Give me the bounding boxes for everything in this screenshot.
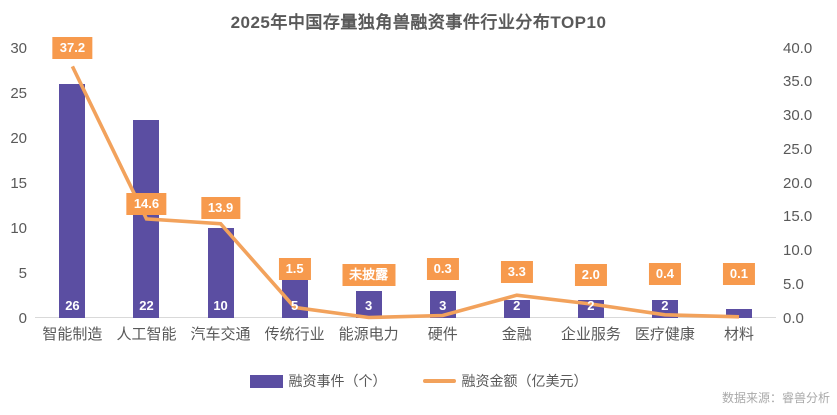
y-axis-left-tick: 20 bbox=[10, 129, 27, 147]
x-axis-label: 智能制造 bbox=[42, 326, 103, 343]
bar-value-label: 10 bbox=[213, 298, 228, 313]
line-value-label: 0.4 bbox=[648, 262, 681, 285]
x-axis-label: 传统行业 bbox=[264, 326, 325, 343]
data-source-note: 数据来源：睿兽分析 bbox=[721, 391, 830, 405]
y-axis-right-tick: 25.0 bbox=[783, 140, 813, 158]
y-axis-right-tick: 20.0 bbox=[783, 174, 813, 192]
y-axis-right-tick: 10.0 bbox=[783, 242, 813, 259]
x-axis-label: 企业服务 bbox=[560, 326, 621, 343]
bar-value-label: 5 bbox=[290, 298, 299, 313]
y-axis-right-tick: 0.0 bbox=[783, 309, 804, 327]
line-value-label: 未披露 bbox=[342, 263, 396, 286]
x-axis-label: 材料 bbox=[723, 326, 754, 343]
bar-value-label: 2 bbox=[587, 298, 595, 313]
bar-value-label: 26 bbox=[65, 298, 80, 313]
y-axis-left-tick: 5 bbox=[18, 264, 27, 282]
x-axis-label: 能源电力 bbox=[338, 326, 399, 343]
bar-人工智能 bbox=[133, 119, 160, 318]
x-axis-label: 人工智能 bbox=[116, 326, 177, 343]
bar-series-swatch-icon bbox=[249, 374, 283, 388]
line-value-label: 37.2 bbox=[52, 37, 93, 60]
bar-value-label: 3 bbox=[365, 298, 373, 313]
line-value-label: 13.9 bbox=[200, 196, 241, 219]
y-axis-left-tick: 10 bbox=[10, 219, 27, 237]
bar-智能制造 bbox=[59, 83, 86, 318]
line-series-swatch-icon bbox=[422, 379, 456, 383]
y-axis-right-tick: 40.0 bbox=[783, 39, 813, 57]
line-value-label: 2.0 bbox=[574, 264, 607, 286]
legend-item-bar-series: 融资事件（个） bbox=[249, 371, 387, 391]
x-axis-label: 金融 bbox=[501, 326, 532, 343]
x-axis-label: 医疗健康 bbox=[634, 326, 695, 343]
y-axis-left-tick: 30 bbox=[10, 39, 27, 57]
bar-value-label: 2 bbox=[661, 298, 669, 313]
legend: 融资事件（个） 融资金额（亿美元） bbox=[0, 371, 837, 391]
y-axis-right-tick: 35.0 bbox=[783, 73, 813, 91]
y-axis-right-tick: 5.0 bbox=[783, 275, 804, 293]
y-axis-left-tick: 0 bbox=[18, 309, 27, 327]
line-value-label: 3.3 bbox=[500, 261, 533, 284]
y-axis-left-tick: 25 bbox=[10, 84, 27, 102]
chart-title: 2025年中国存量独角兽融资事件行业分布TOP10 bbox=[230, 13, 607, 32]
x-axis-label: 汽车交通 bbox=[190, 326, 251, 343]
legend-line-label: 融资金额（亿美元） bbox=[461, 373, 588, 389]
bar-value-label: 22 bbox=[139, 298, 154, 313]
bar-value-label: 2 bbox=[513, 298, 521, 313]
bar-value-label: 3 bbox=[439, 298, 447, 313]
y-axis-right-tick: 30.0 bbox=[783, 107, 813, 124]
line-path bbox=[70, 65, 740, 320]
y-axis-left-tick: 15 bbox=[10, 174, 27, 192]
y-axis-right-tick: 15.0 bbox=[783, 208, 813, 226]
x-axis-label: 硬件 bbox=[427, 326, 458, 343]
line-value-label: 14.6 bbox=[126, 192, 167, 215]
bar-材料 bbox=[725, 308, 752, 318]
legend-item-line-series: 融资金额（亿美元） bbox=[422, 371, 588, 391]
line-value-label: 1.5 bbox=[278, 258, 311, 281]
line-value-label: 0.3 bbox=[426, 258, 459, 281]
line-value-label: 0.1 bbox=[722, 262, 756, 285]
legend-bar-label: 融资事件（个） bbox=[288, 373, 387, 389]
